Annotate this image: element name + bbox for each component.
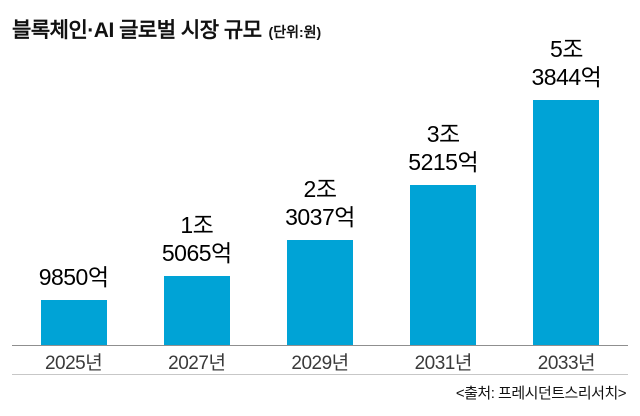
value-line: 2조 xyxy=(303,175,337,202)
x-axis-label-2033: 2033년 xyxy=(537,353,596,374)
x-axis-line xyxy=(12,345,628,346)
bar-value-label: 1조 5065억 xyxy=(162,211,232,267)
value-line: 9850억 xyxy=(38,263,109,290)
x-axis-label-2031: 2031년 xyxy=(414,353,473,374)
chart-title: 블록체인·AI 글로벌 시장 규모 xyxy=(12,19,262,42)
bar-group-2025: 9850억 xyxy=(12,0,135,345)
bar-2025 xyxy=(40,300,107,345)
value-line: 3844억 xyxy=(531,63,602,90)
bar-2031 xyxy=(410,185,477,345)
bar-value-label: 3조 5215억 xyxy=(408,120,478,176)
bar-value-label: 9850억 xyxy=(39,263,109,291)
bar-value-label: 5조 3844억 xyxy=(532,35,602,91)
value-line: 5215억 xyxy=(408,148,479,175)
chart-header: 블록체인·AI 글로벌 시장 규모 (단위:원) xyxy=(12,14,321,44)
x-axis-labels: 2025년 2027년 2029년 2031년 2033년 xyxy=(12,348,628,375)
bar-group-2029: 2조 3037억 xyxy=(258,0,381,345)
value-line: 3조 xyxy=(426,120,460,147)
value-line: 5조 xyxy=(549,35,583,62)
source-label: <출처: 프레시던트스리서치> xyxy=(455,385,627,402)
unit-label: (단위:원) xyxy=(268,24,322,40)
bar-2029 xyxy=(287,240,353,345)
bar-value-label: 2조 3037억 xyxy=(285,175,355,231)
bar-group-2027: 1조 5065억 xyxy=(135,0,258,345)
value-line: 5065억 xyxy=(161,239,232,266)
bar-chart: 9850억 1조 5065억 2조 3037억 3조 5215억 xyxy=(12,0,628,345)
bottom-divider xyxy=(12,374,628,375)
bar-2033 xyxy=(533,100,600,345)
value-line: 1조 xyxy=(180,211,214,238)
value-line: 3037억 xyxy=(285,203,355,230)
x-axis-label-2027: 2027년 xyxy=(168,353,226,374)
x-axis-label-2029: 2029년 xyxy=(291,353,349,374)
bar-group-2031: 3조 5215억 xyxy=(382,0,505,345)
x-axis-label-2025: 2025년 xyxy=(44,353,103,374)
bar-2027 xyxy=(163,276,230,345)
bar-group-2033: 5조 3844억 xyxy=(505,0,628,345)
